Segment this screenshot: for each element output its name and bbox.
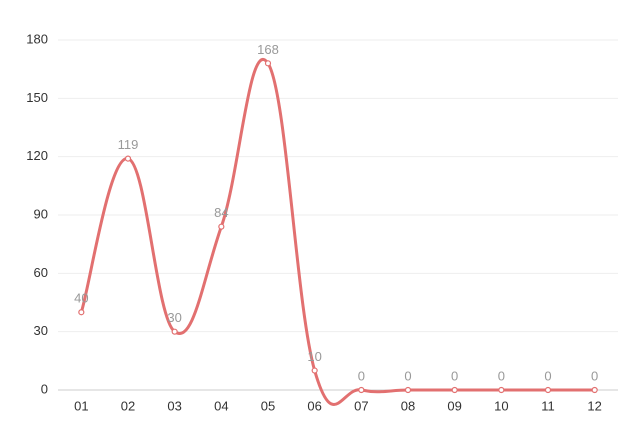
x-tick-label: 09 [447, 398, 461, 413]
y-tick-label: 150 [26, 90, 48, 105]
x-tick-label: 11 [541, 398, 555, 413]
point [544, 386, 552, 394]
value-label: 0 [498, 368, 505, 383]
point [171, 328, 178, 335]
point [218, 223, 225, 230]
value-label: 0 [451, 368, 458, 383]
x-tick-label: 02 [121, 398, 135, 413]
value-label: 119 [118, 137, 139, 152]
point [264, 60, 272, 67]
line [79, 58, 595, 406]
point [451, 386, 458, 394]
point [358, 386, 365, 394]
point [404, 386, 412, 394]
y-tick-label: 30 [34, 323, 48, 338]
point [124, 155, 132, 162]
y-tick-label: 60 [34, 265, 48, 280]
y-tick-label: 120 [26, 148, 48, 163]
y-tick-label: 180 [26, 31, 48, 46]
value-label: 84 [214, 205, 228, 220]
value-label: 168 [257, 42, 279, 57]
x-tick-label: 01 [74, 398, 88, 413]
x-tick-label: 06 [307, 398, 321, 413]
x-tick-label: 08 [401, 398, 415, 413]
y-tick-label: 0 [41, 381, 48, 396]
point [498, 386, 505, 394]
value-label: 0 [358, 368, 365, 383]
x-tick-label: 07 [354, 398, 368, 413]
x-tick-label: 05 [261, 398, 275, 413]
point [78, 309, 85, 316]
point [311, 367, 318, 374]
value-label: 0 [544, 368, 551, 383]
point [591, 386, 598, 394]
x-tick-label: 03 [167, 398, 181, 413]
x-tick-label: 12 [587, 398, 601, 413]
y-tick-label: 90 [34, 206, 48, 221]
x-tick-label: 10 [494, 398, 508, 413]
value-label: 40 [74, 291, 88, 306]
value-label: 0 [591, 368, 598, 383]
value-label: 0 [404, 368, 411, 383]
value-label: 10 [307, 349, 321, 364]
x-tick-label: 04 [214, 398, 228, 413]
value-label: 30 [167, 310, 181, 325]
